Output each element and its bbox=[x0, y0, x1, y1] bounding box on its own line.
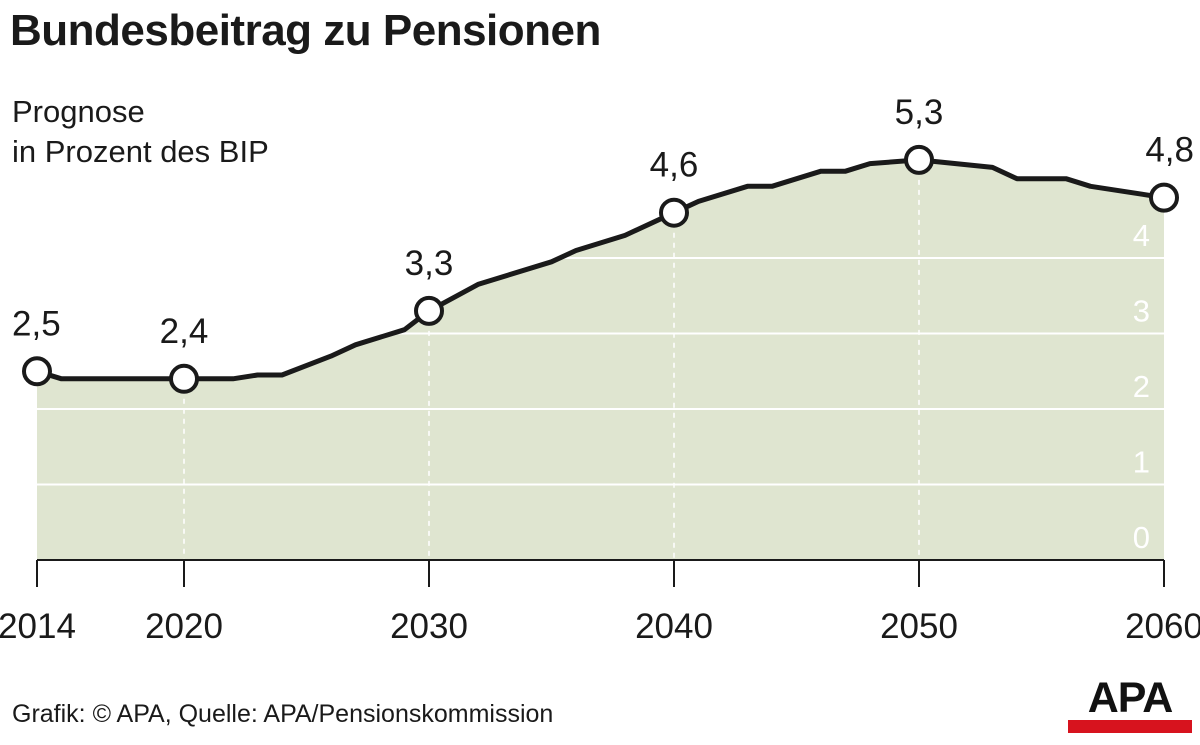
x-tick-label: 2050 bbox=[880, 607, 958, 646]
guide-lines bbox=[183, 159, 920, 560]
data-labels: 2,5 2,4 3,3 4,6 5,3 4,8 bbox=[12, 93, 1194, 351]
y-tick-label: 1 bbox=[1133, 445, 1150, 480]
series-line bbox=[34, 157, 1167, 382]
data-marker bbox=[169, 363, 199, 394]
x-tick-label: 2040 bbox=[635, 607, 713, 646]
data-marker bbox=[22, 356, 52, 387]
data-label: 4,6 bbox=[650, 146, 699, 185]
y-tick-label: 2 bbox=[1133, 369, 1150, 404]
data-label: 3,3 bbox=[405, 244, 454, 283]
y-tick-label: 3 bbox=[1133, 294, 1150, 329]
subtitle-line-1: Prognose bbox=[12, 94, 145, 129]
chart-subtitle: Prognose in Prozent des BIP bbox=[12, 92, 269, 172]
apa-logo: APA bbox=[1068, 674, 1192, 733]
grid-lines bbox=[37, 257, 1164, 486]
y-tick-label: 0 bbox=[1133, 520, 1150, 555]
data-markers bbox=[22, 144, 1179, 394]
data-label: 5,3 bbox=[895, 93, 944, 132]
source-note: Grafik: © APA, Quelle: APA/Pensionskommi… bbox=[12, 700, 554, 728]
data-label: 2,4 bbox=[160, 312, 209, 351]
logo-bar bbox=[1068, 720, 1192, 733]
area-fill bbox=[37, 159, 1164, 560]
data-marker bbox=[414, 295, 444, 326]
subtitle-line-2: in Prozent des BIP bbox=[12, 134, 269, 169]
y-tick-labels: 0 1 2 3 4 bbox=[1133, 218, 1150, 555]
series-polyline bbox=[34, 157, 1167, 382]
data-marker bbox=[904, 144, 934, 175]
plot-area bbox=[37, 159, 1164, 560]
x-tick-label: 2020 bbox=[145, 607, 223, 646]
x-tick-label: 2030 bbox=[390, 607, 468, 646]
data-marker bbox=[659, 197, 689, 228]
x-tick-label: 2014 bbox=[0, 607, 76, 646]
data-label: 4,8 bbox=[1145, 131, 1194, 170]
data-label: 2,5 bbox=[12, 304, 61, 343]
data-marker bbox=[1149, 182, 1179, 213]
chart-title: Bundesbeitrag zu Pensionen bbox=[10, 6, 601, 55]
x-tick-label: 2060 bbox=[1125, 607, 1200, 646]
logo-text: APA bbox=[1087, 674, 1174, 722]
y-tick-label: 4 bbox=[1133, 218, 1150, 253]
x-axis: 2014 2020 2030 2040 2050 2060 bbox=[0, 559, 1200, 646]
